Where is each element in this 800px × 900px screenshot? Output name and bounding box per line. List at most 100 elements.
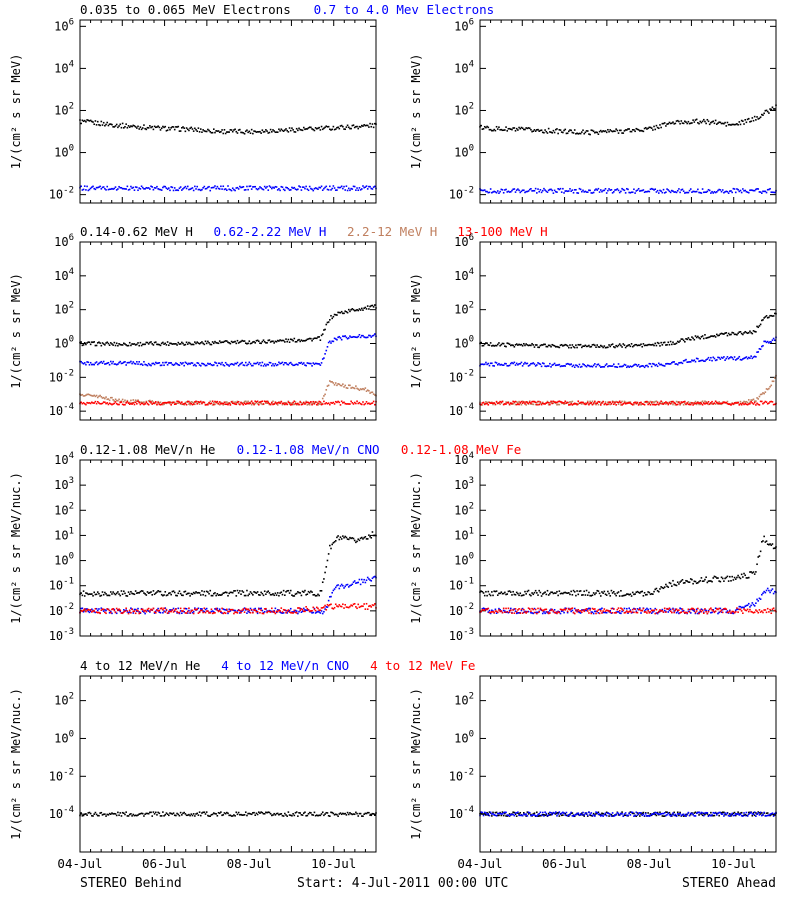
- data-point: [530, 403, 532, 405]
- data-point: [746, 332, 749, 335]
- data-point: [680, 338, 683, 340]
- data-point: [691, 359, 693, 362]
- data-point: [112, 591, 114, 593]
- data-point: [655, 587, 658, 590]
- data-point: [604, 402, 607, 405]
- data-point: [604, 346, 607, 349]
- data-point: [338, 401, 341, 404]
- data-point: [654, 188, 657, 190]
- data-point: [618, 129, 621, 132]
- data-point: [229, 404, 232, 406]
- data-point: [579, 343, 582, 346]
- data-point: [106, 594, 109, 597]
- data-point: [693, 338, 696, 341]
- data-point: [149, 400, 151, 403]
- data-point: [292, 611, 294, 613]
- data-point: [126, 400, 129, 403]
- data-point: [176, 594, 178, 597]
- data-point: [563, 402, 565, 404]
- data-point: [768, 402, 770, 404]
- data-point: [98, 186, 100, 188]
- data-point: [537, 362, 539, 364]
- data-point: [520, 400, 523, 403]
- data-point: [743, 606, 745, 609]
- data-point: [583, 345, 585, 347]
- data-point: [284, 189, 286, 192]
- data-point: [569, 344, 571, 346]
- data-point: [162, 611, 164, 614]
- data-point: [487, 611, 490, 613]
- data-point: [659, 402, 661, 405]
- data-point: [687, 403, 690, 406]
- data-point: [627, 402, 629, 404]
- data-point: [584, 608, 587, 611]
- y-tick-label: 100: [54, 552, 74, 568]
- data-point: [220, 341, 222, 344]
- data-point: [357, 335, 360, 338]
- data-point: [653, 189, 655, 191]
- data-point: [281, 402, 284, 405]
- data-point: [307, 127, 310, 129]
- data-point: [188, 362, 190, 365]
- data-point: [694, 402, 697, 405]
- data-point: [82, 120, 85, 123]
- data-point: [269, 186, 272, 188]
- data-point: [340, 185, 343, 188]
- data-point: [305, 593, 307, 596]
- data-point: [192, 402, 195, 404]
- data-point: [556, 191, 558, 193]
- data-point: [596, 610, 599, 613]
- data-point: [507, 365, 510, 367]
- data-point: [706, 358, 709, 360]
- data-point: [628, 593, 630, 596]
- data-point: [104, 397, 106, 400]
- data-point: [623, 363, 626, 366]
- data-point: [745, 190, 748, 193]
- data-point: [706, 402, 709, 405]
- data-point: [210, 610, 213, 613]
- data-point: [530, 402, 532, 404]
- data-point: [81, 402, 84, 405]
- data-point: [154, 610, 157, 613]
- data-point: [310, 362, 312, 365]
- data-point: [134, 612, 137, 615]
- data-point: [605, 609, 608, 612]
- data-point: [642, 189, 645, 191]
- data-point: [371, 391, 374, 394]
- plot-frame: [479, 241, 777, 421]
- data-point: [517, 401, 519, 404]
- data-point: [149, 610, 151, 612]
- data-point: [299, 128, 302, 131]
- data-point: [649, 611, 652, 613]
- data-point: [101, 342, 104, 344]
- data-point: [661, 403, 664, 405]
- data-point: [106, 341, 109, 344]
- data-point: [346, 387, 349, 389]
- data-point: [280, 362, 283, 365]
- data-point: [747, 191, 750, 194]
- data-point: [595, 402, 597, 405]
- data-point: [333, 403, 336, 405]
- data-point: [772, 315, 775, 317]
- data-point: [146, 364, 149, 367]
- data-point: [640, 591, 642, 593]
- data-point: [659, 124, 661, 126]
- data-point: [615, 594, 617, 597]
- data-point: [680, 189, 683, 191]
- data-point: [599, 595, 602, 597]
- data-point: [141, 343, 144, 346]
- data-point: [216, 185, 219, 188]
- data-point: [313, 363, 316, 366]
- data-point: [678, 612, 680, 615]
- data-point: [220, 185, 222, 188]
- data-point: [692, 582, 694, 585]
- data-point: [663, 607, 666, 610]
- data-point: [601, 591, 603, 593]
- data-point: [304, 610, 306, 613]
- data-point: [726, 400, 729, 403]
- data-point: [254, 609, 257, 612]
- data-point: [494, 191, 497, 193]
- data-point: [345, 536, 348, 539]
- data-point: [724, 191, 726, 193]
- data-point: [169, 342, 171, 345]
